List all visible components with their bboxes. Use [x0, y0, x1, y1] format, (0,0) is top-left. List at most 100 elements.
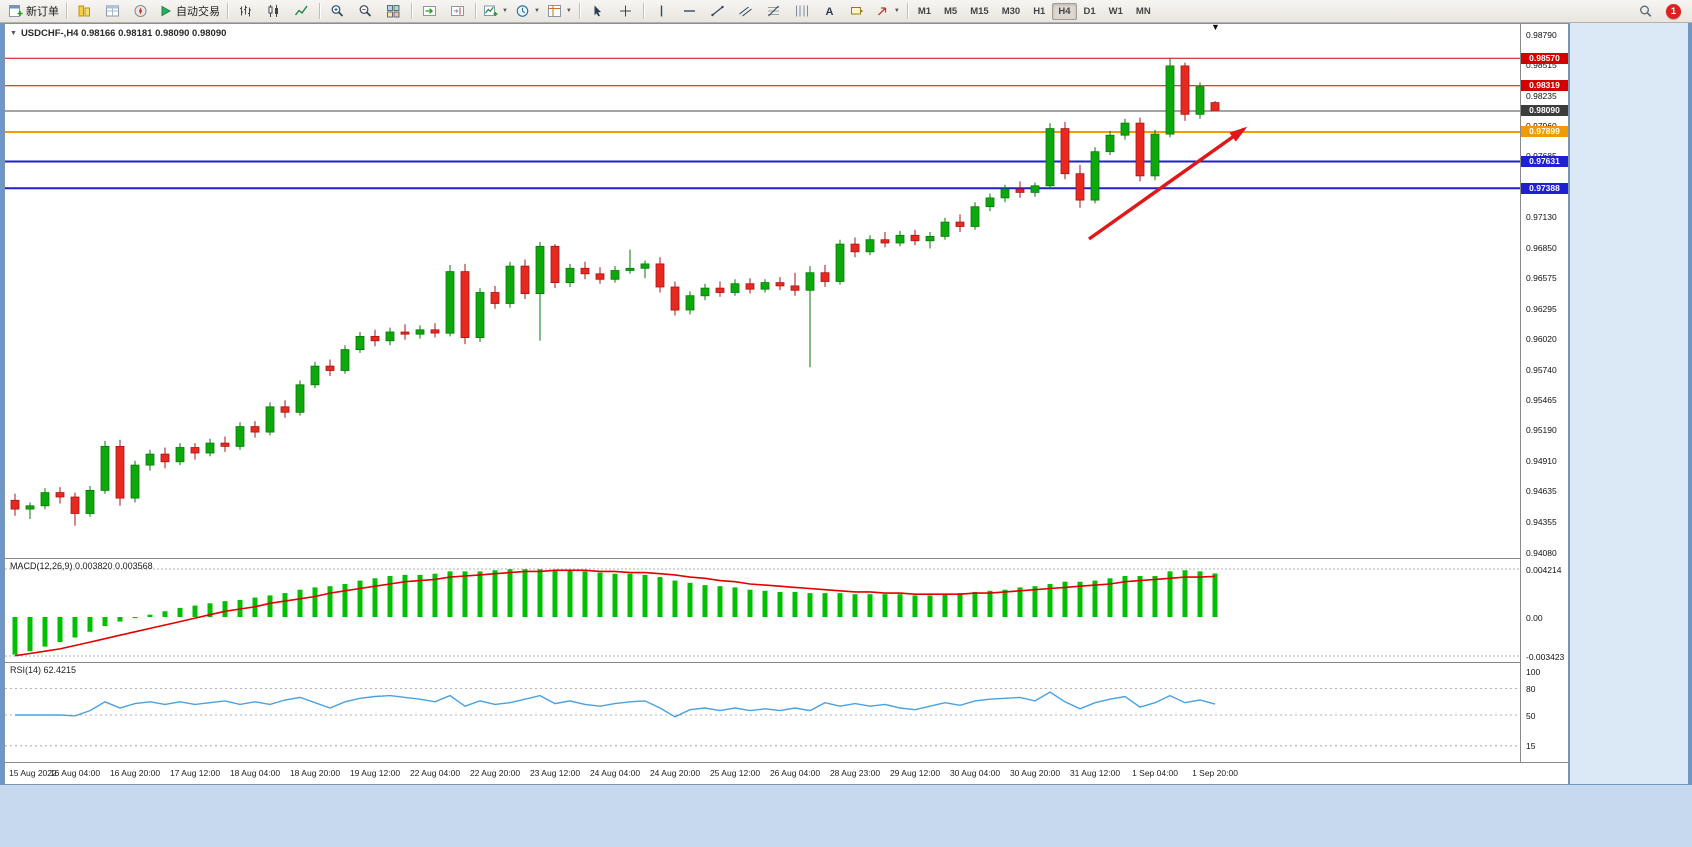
price-axis-label: 0.98790: [1526, 29, 1557, 40]
timeframe-h4-button[interactable]: H4: [1052, 2, 1077, 20]
indicators-button[interactable]: ▼: [480, 1, 511, 22]
candle-body: [565, 267, 575, 284]
chart-title-text: USDCHF-,H4 0.98166 0.98181 0.98090 0.980…: [20, 28, 227, 39]
candle-body: [370, 335, 380, 342]
rsi-axis-label: 15: [1526, 741, 1536, 752]
line-chart-button[interactable]: [288, 1, 315, 22]
chart-shift-button[interactable]: [444, 1, 471, 22]
auto-scroll-button[interactable]: [416, 1, 443, 22]
vline-icon: [654, 4, 669, 18]
candle-body: [910, 234, 920, 242]
market-watch-button[interactable]: [71, 1, 98, 22]
equidistant-channel-button[interactable]: [732, 1, 759, 22]
text-button[interactable]: A: [816, 1, 843, 22]
periods-button[interactable]: ▼: [512, 1, 543, 22]
arrows-button[interactable]: ▼: [872, 1, 903, 22]
timeframe-m1-button[interactable]: M1: [917, 5, 932, 17]
cursor-button[interactable]: [584, 1, 611, 22]
candle-body: [1105, 134, 1115, 153]
toolbar-separator: [411, 3, 412, 19]
chart-window: ▼ USDCHF-,H4 0.98166 0.98181 0.98090 0.9…: [4, 23, 1569, 785]
toolbar-separator: [906, 3, 908, 19]
panel-separator[interactable]: [5, 558, 1568, 559]
workspace-filler-right: [1570, 23, 1688, 784]
timeframe-d1-button[interactable]: D1: [1083, 5, 1096, 17]
candle-body: [970, 206, 980, 227]
candle-body: [55, 492, 65, 498]
price-tag: 0.98319: [1521, 80, 1568, 92]
chart-line-icon: [294, 4, 309, 18]
candle-body: [715, 287, 725, 293]
chart-collapse-icon[interactable]: ▼: [10, 30, 17, 37]
timeframe-w1-button[interactable]: W1: [1108, 5, 1123, 17]
fibonacci-button[interactable]: [760, 1, 787, 22]
trendline-button[interactable]: [704, 1, 731, 22]
candle-body: [700, 287, 710, 297]
time-axis-label: 15 Aug 2022: [9, 768, 57, 778]
rsi-label: RSI(14) 62.4215: [10, 665, 77, 675]
timeframe-h1-button[interactable]: H1: [1033, 5, 1046, 17]
time-axis-label: 16 Aug 20:00: [109, 768, 161, 778]
search-button[interactable]: [1632, 1, 1659, 22]
price-tag: 0.98570: [1521, 52, 1568, 64]
indicators-icon: [483, 4, 498, 18]
candle-body: [1150, 133, 1160, 177]
timeframe-mn-button[interactable]: MN: [1135, 5, 1151, 17]
candle-body: [385, 331, 395, 342]
chart-plot-area[interactable]: [5, 24, 1520, 784]
candlestick-chart-button[interactable]: [260, 1, 287, 22]
macd-axis-label: 0.004214: [1526, 564, 1562, 575]
periods-icon: [515, 4, 530, 18]
tile-windows-button[interactable]: [380, 1, 407, 22]
candle-body: [880, 239, 890, 244]
time-axis[interactable]: 15 Aug 2022 16 Aug 04:00 16 Aug 20:00 17 Au…: [5, 762, 1568, 784]
candle-body: [1000, 188, 1010, 199]
toolbar-separator: [319, 3, 320, 19]
time-axis-label: 29 Aug 12:00: [889, 768, 941, 778]
chart-shift-marker[interactable]: ▼: [1211, 23, 1220, 32]
candle-body: [1195, 86, 1205, 115]
cycle-lines-icon: [794, 4, 809, 18]
candle-body: [1075, 173, 1085, 201]
candle-body: [1165, 65, 1175, 135]
candle-body: [1135, 122, 1145, 177]
candle-body: [685, 295, 695, 311]
time-axis-label: 1 Sep 04:00: [1132, 768, 1178, 778]
chart-shift-icon: [450, 4, 465, 18]
timeframe-m15-button[interactable]: M15: [970, 5, 989, 17]
price-axis-label: 0.94635: [1526, 486, 1557, 497]
dropdown-caret-icon: ▼: [502, 8, 508, 14]
zoom-in-icon: [330, 4, 345, 18]
trend-arrow-head: [1229, 126, 1248, 142]
svg-text:A: A: [825, 6, 833, 18]
candle-body: [805, 272, 815, 291]
bar-chart-button[interactable]: [232, 1, 259, 22]
templates-button[interactable]: ▼: [544, 1, 575, 22]
zoom-out-button[interactable]: [352, 1, 379, 22]
notifications-badge[interactable]: 1: [1666, 3, 1681, 19]
timeframe-m30-button[interactable]: M30: [1001, 5, 1021, 17]
candle-body: [955, 221, 965, 227]
auto-trading-button[interactable]: 自动交易: [155, 1, 223, 22]
navigator-button[interactable]: [127, 1, 154, 22]
crosshair-button[interactable]: [612, 1, 639, 22]
price-axis-label: 0.95740: [1526, 364, 1557, 375]
price-axis-label: 0.98235: [1526, 90, 1557, 101]
text-label-button[interactable]: [844, 1, 871, 22]
chart-candle-icon: [266, 4, 281, 18]
cycle-lines-button[interactable]: [788, 1, 815, 22]
zoom-in-button[interactable]: [324, 1, 351, 22]
timeframe-m5-button[interactable]: M5: [944, 5, 958, 17]
horizontal-line-button[interactable]: [676, 1, 703, 22]
toolbar-separator: [475, 3, 476, 19]
candle-body: [1180, 65, 1190, 115]
vertical-line-button[interactable]: [648, 1, 675, 22]
dropdown-caret-icon: ▼: [533, 8, 540, 14]
panel-separator[interactable]: [5, 662, 1568, 663]
trend-arrow[interactable]: [1087, 127, 1246, 241]
candle-body: [640, 263, 650, 269]
data-window-button[interactable]: [99, 1, 126, 22]
price-axis[interactable]: 0.987900.985150.982350.979600.976850.974…: [1520, 24, 1568, 762]
tile-windows-icon: [386, 4, 401, 18]
new-order-button[interactable]: 新订单: [5, 1, 62, 22]
